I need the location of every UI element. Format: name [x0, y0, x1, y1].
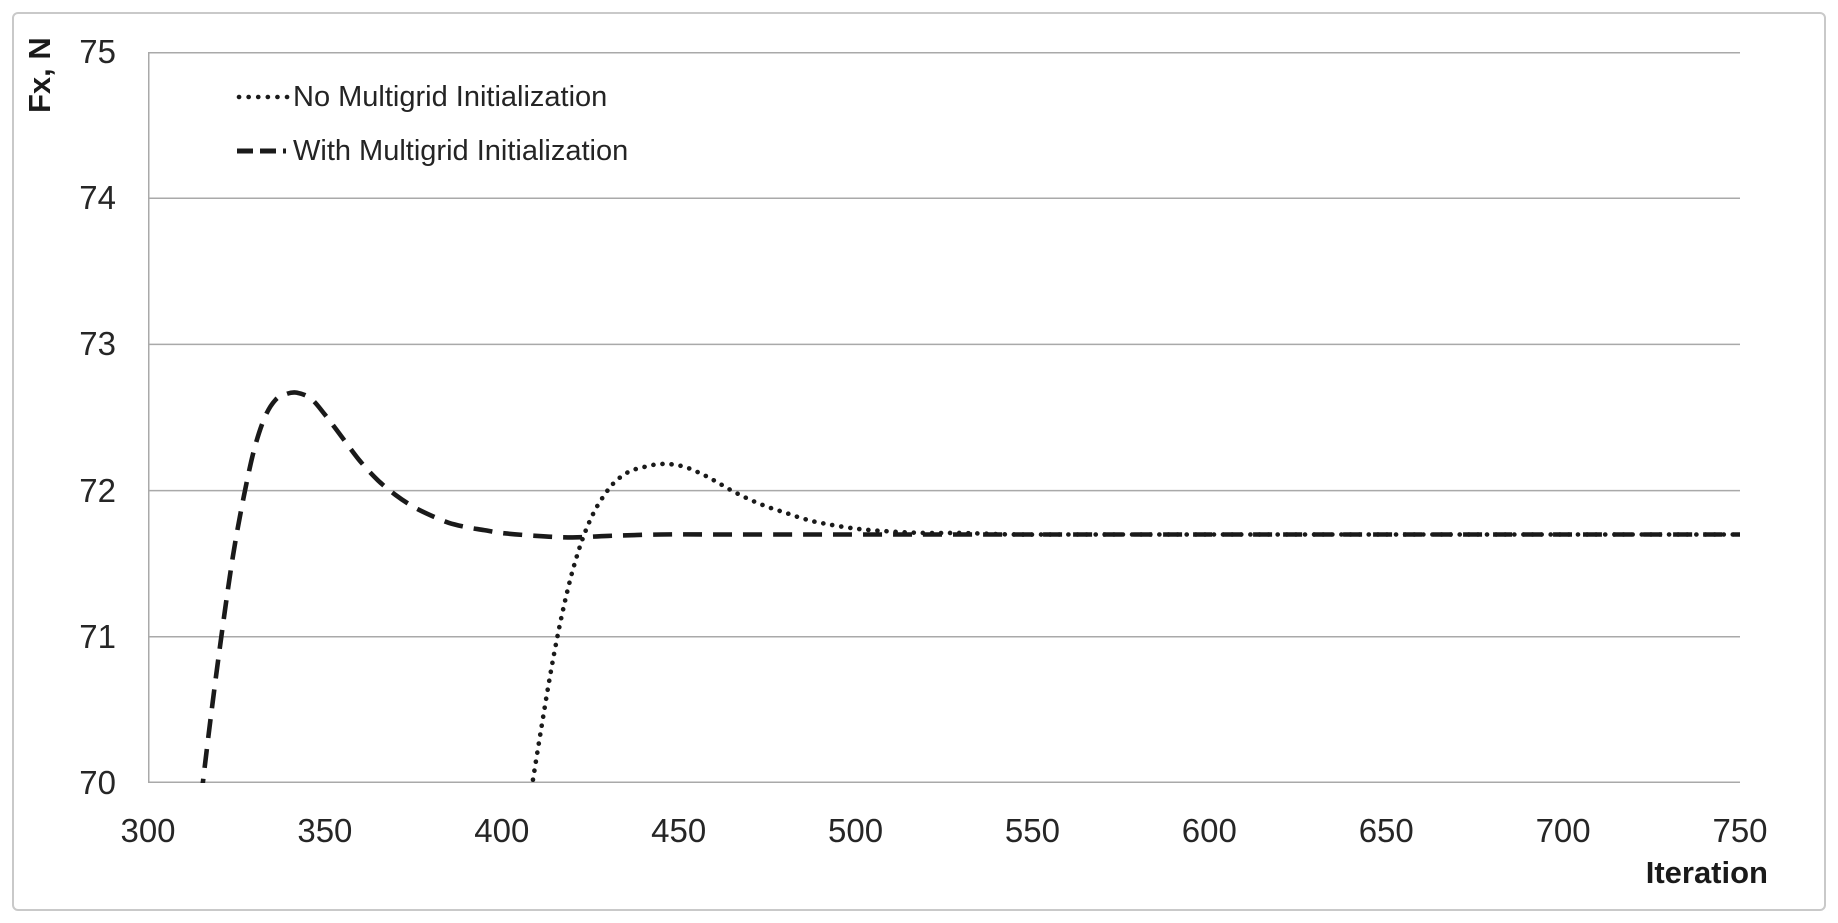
dotted-line-sample-icon	[236, 94, 293, 100]
x-tick-label: 400	[474, 812, 530, 849]
legend-label-with-multigrid: With Multigrid Initialization	[293, 134, 629, 167]
x-tick-label: 650	[1358, 812, 1414, 849]
series-line-1	[200, 390, 1740, 783]
x-tick-label: 700	[1535, 812, 1591, 849]
x-tick-label: 350	[297, 812, 353, 849]
x-tick-label: 300	[120, 812, 176, 849]
x-tick-label: 550	[1004, 812, 1060, 849]
y-tick-label: 72	[79, 471, 116, 509]
legend-label-no-multigrid: No Multigrid Initialization	[293, 80, 608, 113]
y-tick-label: 75	[79, 33, 116, 70]
y-tick-label: 70	[79, 764, 116, 801]
y-tick-label: 73	[79, 325, 116, 363]
legend: No Multigrid Initialization With Multigr…	[235, 70, 628, 178]
x-tick-label: 500	[828, 812, 884, 849]
legend-item-no-multigrid: No Multigrid Initialization	[235, 70, 628, 124]
legend-item-with-multigrid: With Multigrid Initialization	[235, 124, 628, 178]
series-line-0	[530, 461, 1740, 783]
plot-area	[148, 52, 1740, 783]
x-tick-label: 450	[651, 812, 707, 849]
y-tick-label: 71	[79, 617, 116, 655]
y-tick-label: 74	[79, 179, 116, 217]
x-tick-label: 750	[1712, 812, 1768, 849]
figure-border	[12, 12, 1826, 911]
x-tick-label: 600	[1181, 812, 1237, 849]
x-axis-title: Iteration	[1645, 855, 1768, 890]
dashed-line-sample-icon	[237, 148, 291, 154]
